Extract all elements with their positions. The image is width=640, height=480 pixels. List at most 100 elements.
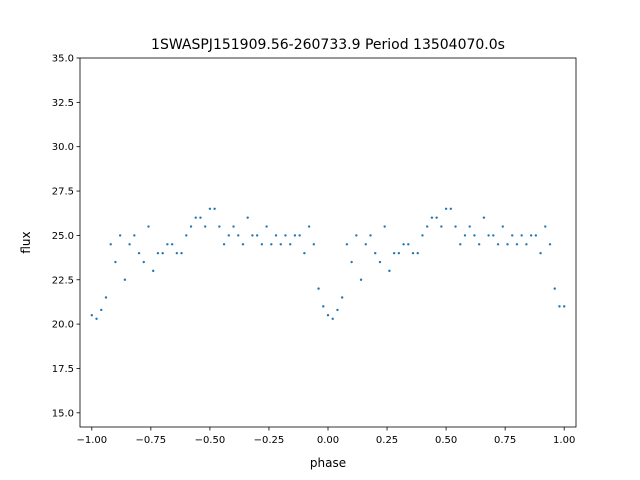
data-point [298,234,301,237]
data-point [459,243,462,246]
data-point [303,251,306,255]
x-tick-label: 0.25 [376,435,398,446]
data-point [511,234,514,237]
data-point [548,243,552,246]
data-point [293,234,297,237]
data-point [156,251,160,255]
data-point [199,216,202,219]
data-point [142,260,145,264]
data-point [369,234,372,237]
y-tick-label: 22.5 [52,275,74,286]
data-point [534,234,538,237]
data-point [246,216,249,219]
data-point [307,225,311,228]
x-tick-label: −0.25 [254,435,285,446]
data-point [426,225,429,228]
data-point [90,314,94,317]
data-point [440,225,443,228]
data-point [208,207,212,210]
data-point [416,251,419,255]
data-point [506,243,509,246]
data-point [345,243,349,246]
data-point [109,243,112,246]
y-tick-label: 35.0 [52,54,74,65]
data-point [487,234,490,237]
data-point [374,251,377,255]
data-point [388,269,391,273]
x-tick-label: 0.00 [317,435,339,446]
data-point [544,225,547,228]
y-axis-ticks: 15.0 17.5 20.0 22.5 25.0 27.5 30.0 32.5 35.0 [52,54,80,419]
x-tick-label: −1.00 [76,435,107,446]
data-point [359,278,363,281]
y-tick-label: 25.0 [52,231,74,242]
data-point [430,216,434,219]
data-point [260,243,264,246]
data-point [397,251,401,255]
data-point [274,234,278,237]
data-point [104,296,108,299]
data-point [152,269,155,273]
data-point [350,260,353,264]
data-point [161,251,164,255]
data-point [317,287,320,290]
data-point [444,207,448,210]
data-point [322,305,325,308]
y-tick-label: 32.5 [52,98,74,109]
data-point [454,225,457,228]
data-point [203,225,207,228]
data-point [128,243,131,246]
data-point [312,243,316,246]
data-point [539,251,542,255]
data-point [137,251,141,255]
data-point [284,234,287,237]
data-point [529,234,533,237]
data-point [175,251,179,255]
data-point [477,243,481,246]
y-tick-label: 20.0 [52,320,74,331]
x-tick-label: −0.50 [195,435,226,446]
y-tick-label: 30.0 [52,142,74,153]
data-point [355,234,358,237]
data-point [383,225,386,228]
chart-title: 1SWASPJ151909.56-260733.9 Period 1350407… [151,37,505,53]
x-tick-label: 0.50 [435,435,457,446]
data-point [407,243,410,246]
data-point [520,234,523,237]
data-point [289,243,292,246]
data-point [100,308,103,312]
data-point [392,251,396,255]
data-points [90,207,566,320]
data-point [482,216,486,219]
data-point [492,234,495,237]
data-point [218,225,221,228]
data-point [378,260,382,264]
data-point [213,207,216,210]
data-point [468,225,471,228]
data-point [553,287,556,290]
data-point [180,251,183,255]
data-point [331,317,334,320]
data-point [118,234,122,237]
x-tick-label: −0.75 [136,435,167,446]
data-point [411,251,415,255]
data-point [496,243,500,246]
x-tick-label: 0.75 [494,435,516,446]
data-point [114,260,117,264]
data-point [251,234,254,237]
data-point [133,234,136,237]
data-point [232,225,235,228]
data-point [166,243,169,246]
data-point [562,305,566,308]
data-point [237,234,240,237]
y-axis-label: flux [19,231,33,253]
data-point [265,225,268,228]
data-point [222,243,226,246]
data-point [147,225,150,228]
data-point [449,207,453,210]
data-point [473,234,476,237]
data-point [194,216,197,219]
data-point [270,243,273,246]
data-point [364,243,367,246]
